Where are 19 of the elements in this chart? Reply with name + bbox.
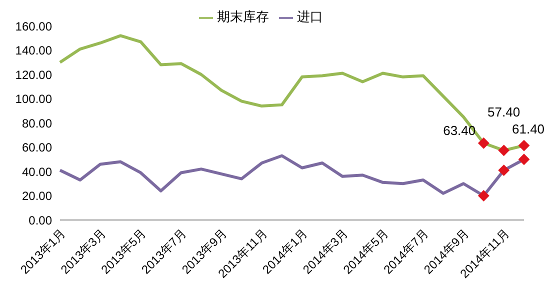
point [498, 144, 510, 156]
point [478, 138, 490, 149]
legend-label: 期末库存 [217, 9, 269, 24]
y-tick-label: 100.00 [15, 92, 52, 106]
point [478, 190, 490, 202]
data-label: 61.40 [512, 122, 545, 137]
y-tick-label: 40.00 [22, 164, 52, 179]
point [518, 154, 530, 165]
data-label: 57.40 [488, 104, 520, 120]
point [498, 164, 510, 176]
y-tick-label: 120.00 [15, 68, 52, 82]
legend-label: 进口 [297, 9, 323, 24]
point [518, 140, 530, 152]
y-tick-label: 140.00 [15, 44, 52, 58]
y-tick-label: 0.00 [28, 213, 52, 228]
y-tick-label: 80.00 [22, 116, 52, 130]
y-tick-label: 160.00 [15, 19, 52, 34]
y-tick-label: 60.00 [22, 140, 52, 155]
y-tick-label: 20.00 [22, 189, 52, 204]
